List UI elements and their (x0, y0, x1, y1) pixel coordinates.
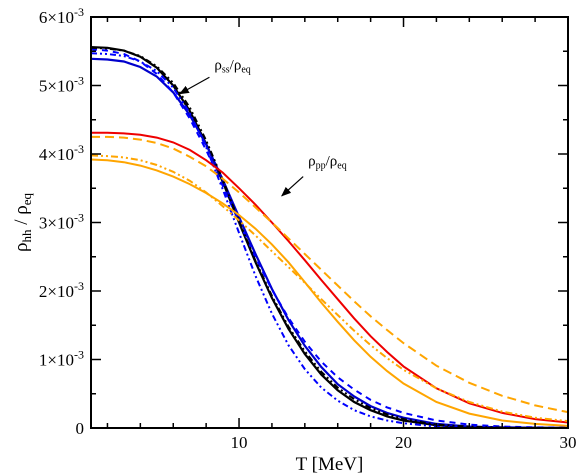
x-tick-label: 30 (560, 433, 577, 452)
y-tick-label: 3×10-3 (39, 211, 84, 233)
plot-frame (90, 16, 569, 429)
series-line-8 (91, 158, 568, 427)
series-layer (91, 46, 568, 428)
axes-layer (90, 16, 569, 429)
labels-layer: 10 20 30 0 1×10-3 2×10-3 3×10-3 4×10-3 5×10-3 6×1… (11, 5, 577, 474)
series-line-7 (91, 135, 568, 414)
y-tick-label: 6×10-3 (39, 5, 84, 27)
annotation-arrow (281, 176, 304, 197)
y-tick-label: 4×10-3 (39, 142, 84, 164)
x-tick-label: 20 (395, 433, 412, 452)
y-tick-label: 0 (76, 419, 85, 438)
series-line-4 (91, 52, 568, 428)
series-line-3 (91, 48, 568, 428)
y-axis-label: ρhh / ρeq (11, 192, 34, 252)
series-line-9 (91, 154, 568, 423)
annotation-label: ρss/ρeq (214, 58, 250, 76)
annotation-label: ρpp/ρeq (308, 154, 347, 172)
y-tick-label: 5×10-3 (39, 74, 84, 96)
y-tick-label: 1×10-3 (39, 348, 84, 370)
x-tick-label: 10 (231, 433, 248, 452)
annotation-arrow (178, 76, 210, 95)
annotations-layer: ρss/ρeq ρpp/ρeq (178, 58, 347, 197)
y-tick-label: 2×10-3 (39, 279, 84, 301)
series-line-5 (91, 46, 568, 428)
series-line-1 (91, 46, 568, 428)
series-line-2 (91, 57, 568, 428)
x-axis-label: T [MeV] (296, 454, 364, 474)
